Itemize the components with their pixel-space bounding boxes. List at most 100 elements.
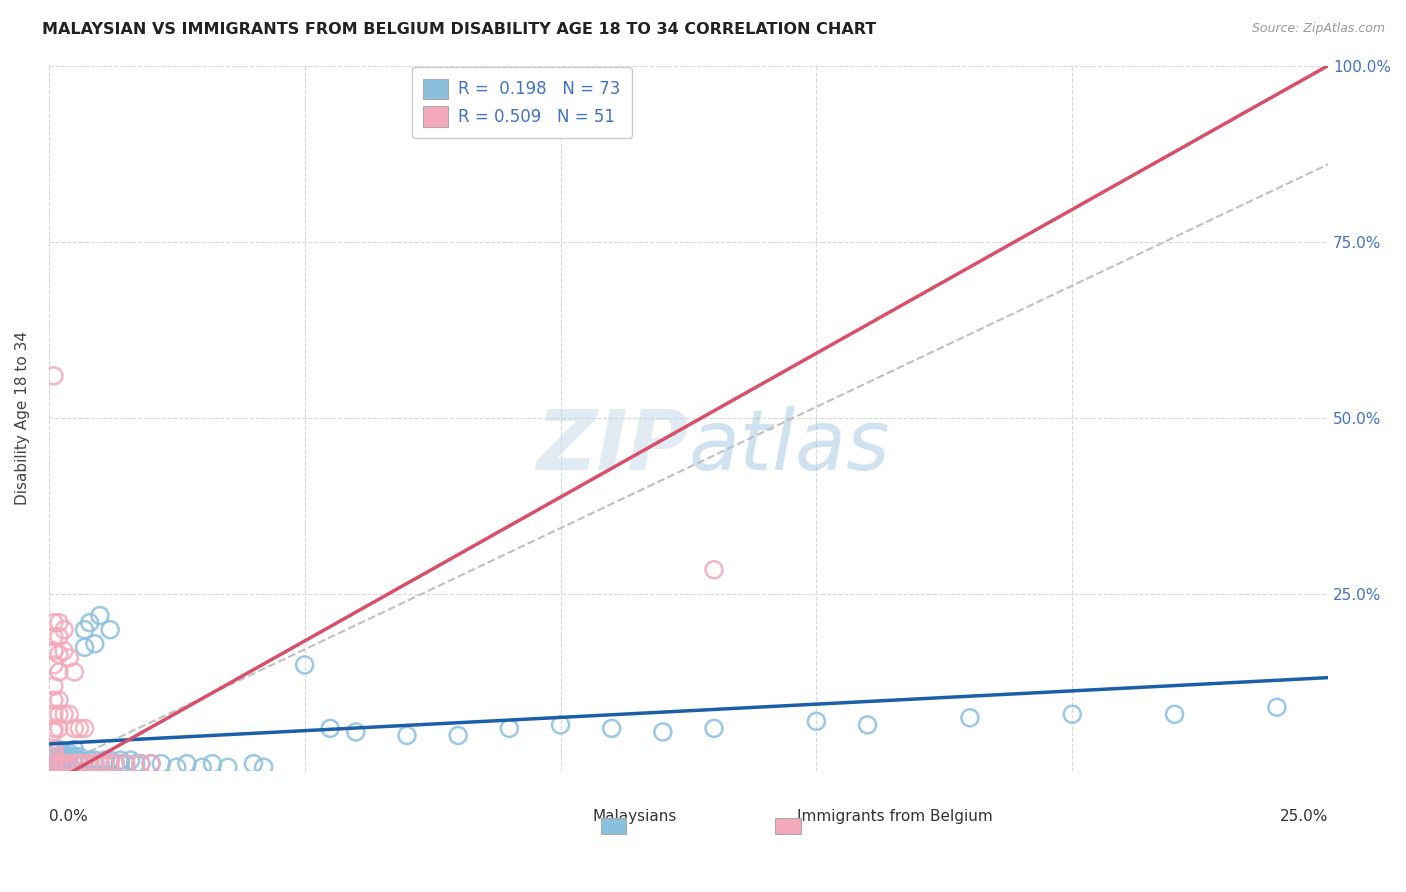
Legend: R =  0.198   N = 73, R = 0.509   N = 51: R = 0.198 N = 73, R = 0.509 N = 51 <box>412 67 633 138</box>
Point <box>69 756 91 771</box>
Point <box>79 756 101 771</box>
Point <box>53 760 76 774</box>
Point <box>139 756 162 771</box>
Point <box>73 623 96 637</box>
Point <box>1062 707 1084 722</box>
Point <box>42 753 65 767</box>
Text: Malaysians: Malaysians <box>592 809 676 824</box>
Point <box>42 679 65 693</box>
Point <box>53 756 76 771</box>
Point <box>42 630 65 644</box>
Point <box>201 756 224 771</box>
Point <box>42 749 65 764</box>
Point <box>48 722 70 736</box>
Point <box>58 749 80 764</box>
Point <box>63 665 86 679</box>
Point <box>294 657 316 672</box>
Point <box>191 760 214 774</box>
Point <box>73 756 96 771</box>
Point <box>83 753 105 767</box>
Point <box>69 753 91 767</box>
Point <box>125 756 148 771</box>
Point <box>959 711 981 725</box>
Point <box>114 756 136 771</box>
Point <box>110 756 132 771</box>
Text: atlas: atlas <box>689 406 890 487</box>
Point <box>83 756 105 771</box>
Point <box>73 640 96 655</box>
Point <box>48 615 70 630</box>
Point <box>69 749 91 764</box>
Point <box>319 722 342 736</box>
Point <box>42 760 65 774</box>
Point <box>114 756 136 771</box>
Point <box>69 756 91 771</box>
Point <box>53 746 76 760</box>
Text: MALAYSIAN VS IMMIGRANTS FROM BELGIUM DISABILITY AGE 18 TO 34 CORRELATION CHART: MALAYSIAN VS IMMIGRANTS FROM BELGIUM DIS… <box>42 22 876 37</box>
Point <box>806 714 828 729</box>
Point <box>53 707 76 722</box>
Point <box>48 707 70 722</box>
Point <box>703 563 725 577</box>
Point <box>703 722 725 736</box>
Point <box>58 746 80 760</box>
Point <box>42 760 65 774</box>
Point <box>79 615 101 630</box>
Point <box>110 753 132 767</box>
Point <box>48 693 70 707</box>
Point <box>58 651 80 665</box>
Point <box>42 746 65 760</box>
Point <box>176 756 198 771</box>
Point <box>42 722 65 736</box>
Point <box>53 753 76 767</box>
Point <box>344 725 367 739</box>
Point <box>129 756 152 771</box>
Point <box>104 756 127 771</box>
Point <box>48 756 70 771</box>
Point <box>63 756 86 771</box>
Point <box>53 756 76 771</box>
Point <box>89 756 111 771</box>
Y-axis label: Disability Age 18 to 34: Disability Age 18 to 34 <box>15 331 30 505</box>
Point <box>48 630 70 644</box>
Point <box>253 760 276 774</box>
Point <box>1265 700 1288 714</box>
Point <box>98 623 121 637</box>
Point <box>69 722 91 736</box>
Point <box>48 749 70 764</box>
Point <box>98 753 121 767</box>
Point <box>42 756 65 771</box>
Point <box>48 665 70 679</box>
Point <box>139 756 162 771</box>
Point <box>58 760 80 774</box>
Point <box>58 707 80 722</box>
Point <box>89 756 111 771</box>
Point <box>63 749 86 764</box>
Point <box>58 756 80 771</box>
Point <box>94 756 117 771</box>
Point <box>42 749 65 764</box>
Point <box>42 707 65 722</box>
Point <box>48 742 70 756</box>
Point <box>73 722 96 736</box>
Point <box>79 753 101 767</box>
Point <box>42 725 65 739</box>
Point <box>1163 707 1185 722</box>
Point <box>63 753 86 767</box>
Point <box>53 756 76 771</box>
Point <box>42 753 65 767</box>
Point <box>83 637 105 651</box>
Point <box>53 623 76 637</box>
Point <box>120 753 142 767</box>
Point <box>48 756 70 771</box>
Point <box>42 657 65 672</box>
Point <box>73 756 96 771</box>
Point <box>242 756 264 771</box>
Point <box>53 760 76 774</box>
Point <box>498 722 520 736</box>
Point <box>856 718 879 732</box>
Point <box>63 756 86 771</box>
Point <box>48 760 70 774</box>
Point <box>150 756 173 771</box>
Point <box>42 756 65 771</box>
